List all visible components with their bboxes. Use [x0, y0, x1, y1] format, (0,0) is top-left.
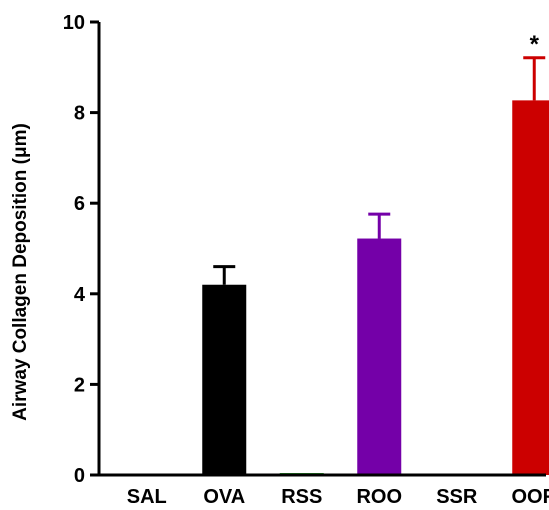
bar-roo: [357, 238, 402, 475]
y-tick-label-2: 2: [74, 374, 85, 396]
x-tick-label-oor: OOR: [511, 486, 549, 508]
bar-oor: [512, 100, 549, 475]
x-tick-label-rss: RSS: [281, 486, 322, 508]
y-tick-label-0: 0: [74, 465, 85, 487]
significance-marker-oor: *: [530, 31, 540, 58]
x-tick-label-sal: SAL: [127, 486, 167, 508]
y-axis-title: Airway Collagen Deposition (μm): [10, 123, 31, 421]
bar-ova: [202, 284, 247, 475]
y-tick-label-6: 6: [74, 193, 85, 215]
x-tick-label-ova: OVA: [203, 486, 245, 508]
y-tick-label-8: 8: [74, 103, 85, 125]
y-tick-label-4: 4: [74, 284, 86, 306]
x-tick-label-ssr: SSR: [436, 486, 478, 508]
x-tick-label-roo: ROO: [356, 486, 402, 508]
y-tick-label-10: 10: [63, 12, 85, 34]
